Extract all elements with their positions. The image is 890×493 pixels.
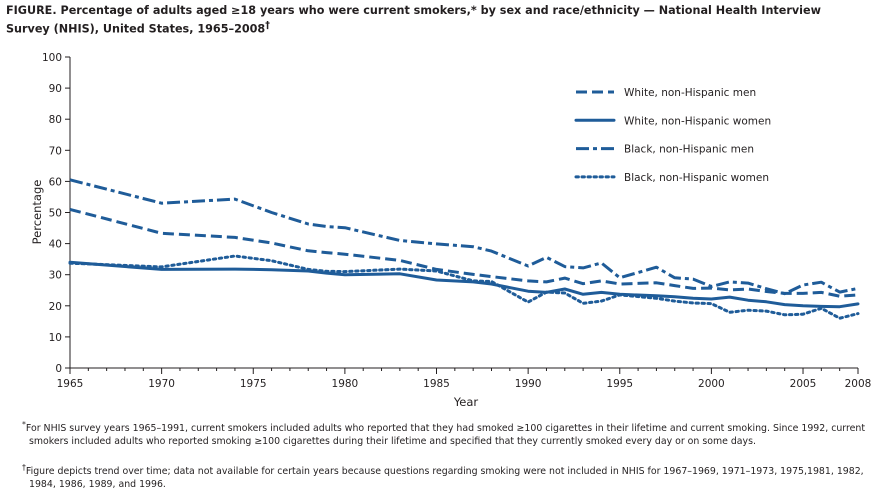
y-tick-label: 50: [49, 208, 62, 220]
x-tick-label: 1990: [515, 378, 542, 390]
legend-item: White, non-Hispanic men: [576, 87, 756, 99]
y-tick-label: 60: [49, 176, 62, 188]
x-tick-label: 1980: [332, 378, 359, 390]
chart-series: [68, 178, 860, 320]
series-line-3: [69, 178, 859, 296]
x-tick-label: 1985: [423, 378, 450, 390]
legend-label: White, non-Hispanic men: [624, 87, 756, 99]
footnote-2-text: Figure depicts trend over time; data not…: [25, 466, 864, 490]
footnote-1-mark: *: [22, 420, 26, 429]
figure-title-text: Percentage of adults aged ≥18 years who …: [6, 4, 821, 36]
y-tick-label: 30: [49, 270, 62, 282]
x-tick-label: 2000: [698, 378, 725, 390]
footnote-1-text: For NHIS survey years 1965–1991, current…: [25, 423, 866, 447]
y-tick-label: 0: [55, 363, 62, 375]
legend-item: White, non-Hispanic women: [574, 115, 771, 127]
x-tick-label: 1975: [240, 378, 267, 390]
x-tick-label: 2005: [790, 378, 817, 390]
x-tick-label: 1995: [606, 378, 633, 390]
y-tick-label: 80: [49, 114, 62, 126]
x-tick-label: 1970: [148, 378, 175, 390]
y-tick-label: 20: [49, 301, 62, 313]
x-tick-label: 2008: [845, 378, 872, 390]
y-tick-label: 70: [49, 145, 62, 157]
footnote-1: *For NHIS survey years 1965–1991, curren…: [22, 419, 881, 448]
series-line-1: [69, 207, 859, 298]
x-axis-label: Year: [453, 395, 479, 409]
legend-item: Black, non-Hispanic women: [574, 172, 769, 184]
legend-item: Black, non-Hispanic men: [576, 144, 754, 156]
y-tick-label: 10: [49, 332, 62, 344]
x-tick-label: 1965: [57, 378, 84, 390]
y-tick-label: 90: [49, 83, 62, 95]
figure-label: FIGURE.: [6, 4, 57, 17]
figure-title: FIGURE. Percentage of adults aged ≥18 ye…: [6, 3, 866, 37]
y-axis-ticks: 0 10 20 30 40 50 60 70 80 90 100: [42, 52, 70, 375]
chart-axes: [69, 57, 858, 369]
legend-label: Black, non-Hispanic men: [624, 144, 754, 156]
legend-label: Black, non-Hispanic women: [624, 172, 769, 184]
x-axis-ticks: 1965 1970 1975 1980 1985 1990 1995 2000 2005 2008: [57, 368, 872, 390]
series-line-4: [68, 254, 860, 320]
footnote-2: †Figure depicts trend over time; data no…: [22, 462, 881, 491]
y-tick-label: 100: [42, 52, 62, 64]
chart-legend: White, non-Hispanic men White, non-Hispan…: [574, 87, 771, 184]
series-line-2: [68, 260, 860, 309]
footnote-2-mark: †: [22, 463, 26, 472]
legend-label: White, non-Hispanic women: [624, 115, 771, 127]
figure-title-mark: †: [265, 20, 270, 31]
y-tick-label: 40: [49, 239, 62, 251]
y-axis-label: Percentage: [30, 180, 44, 245]
